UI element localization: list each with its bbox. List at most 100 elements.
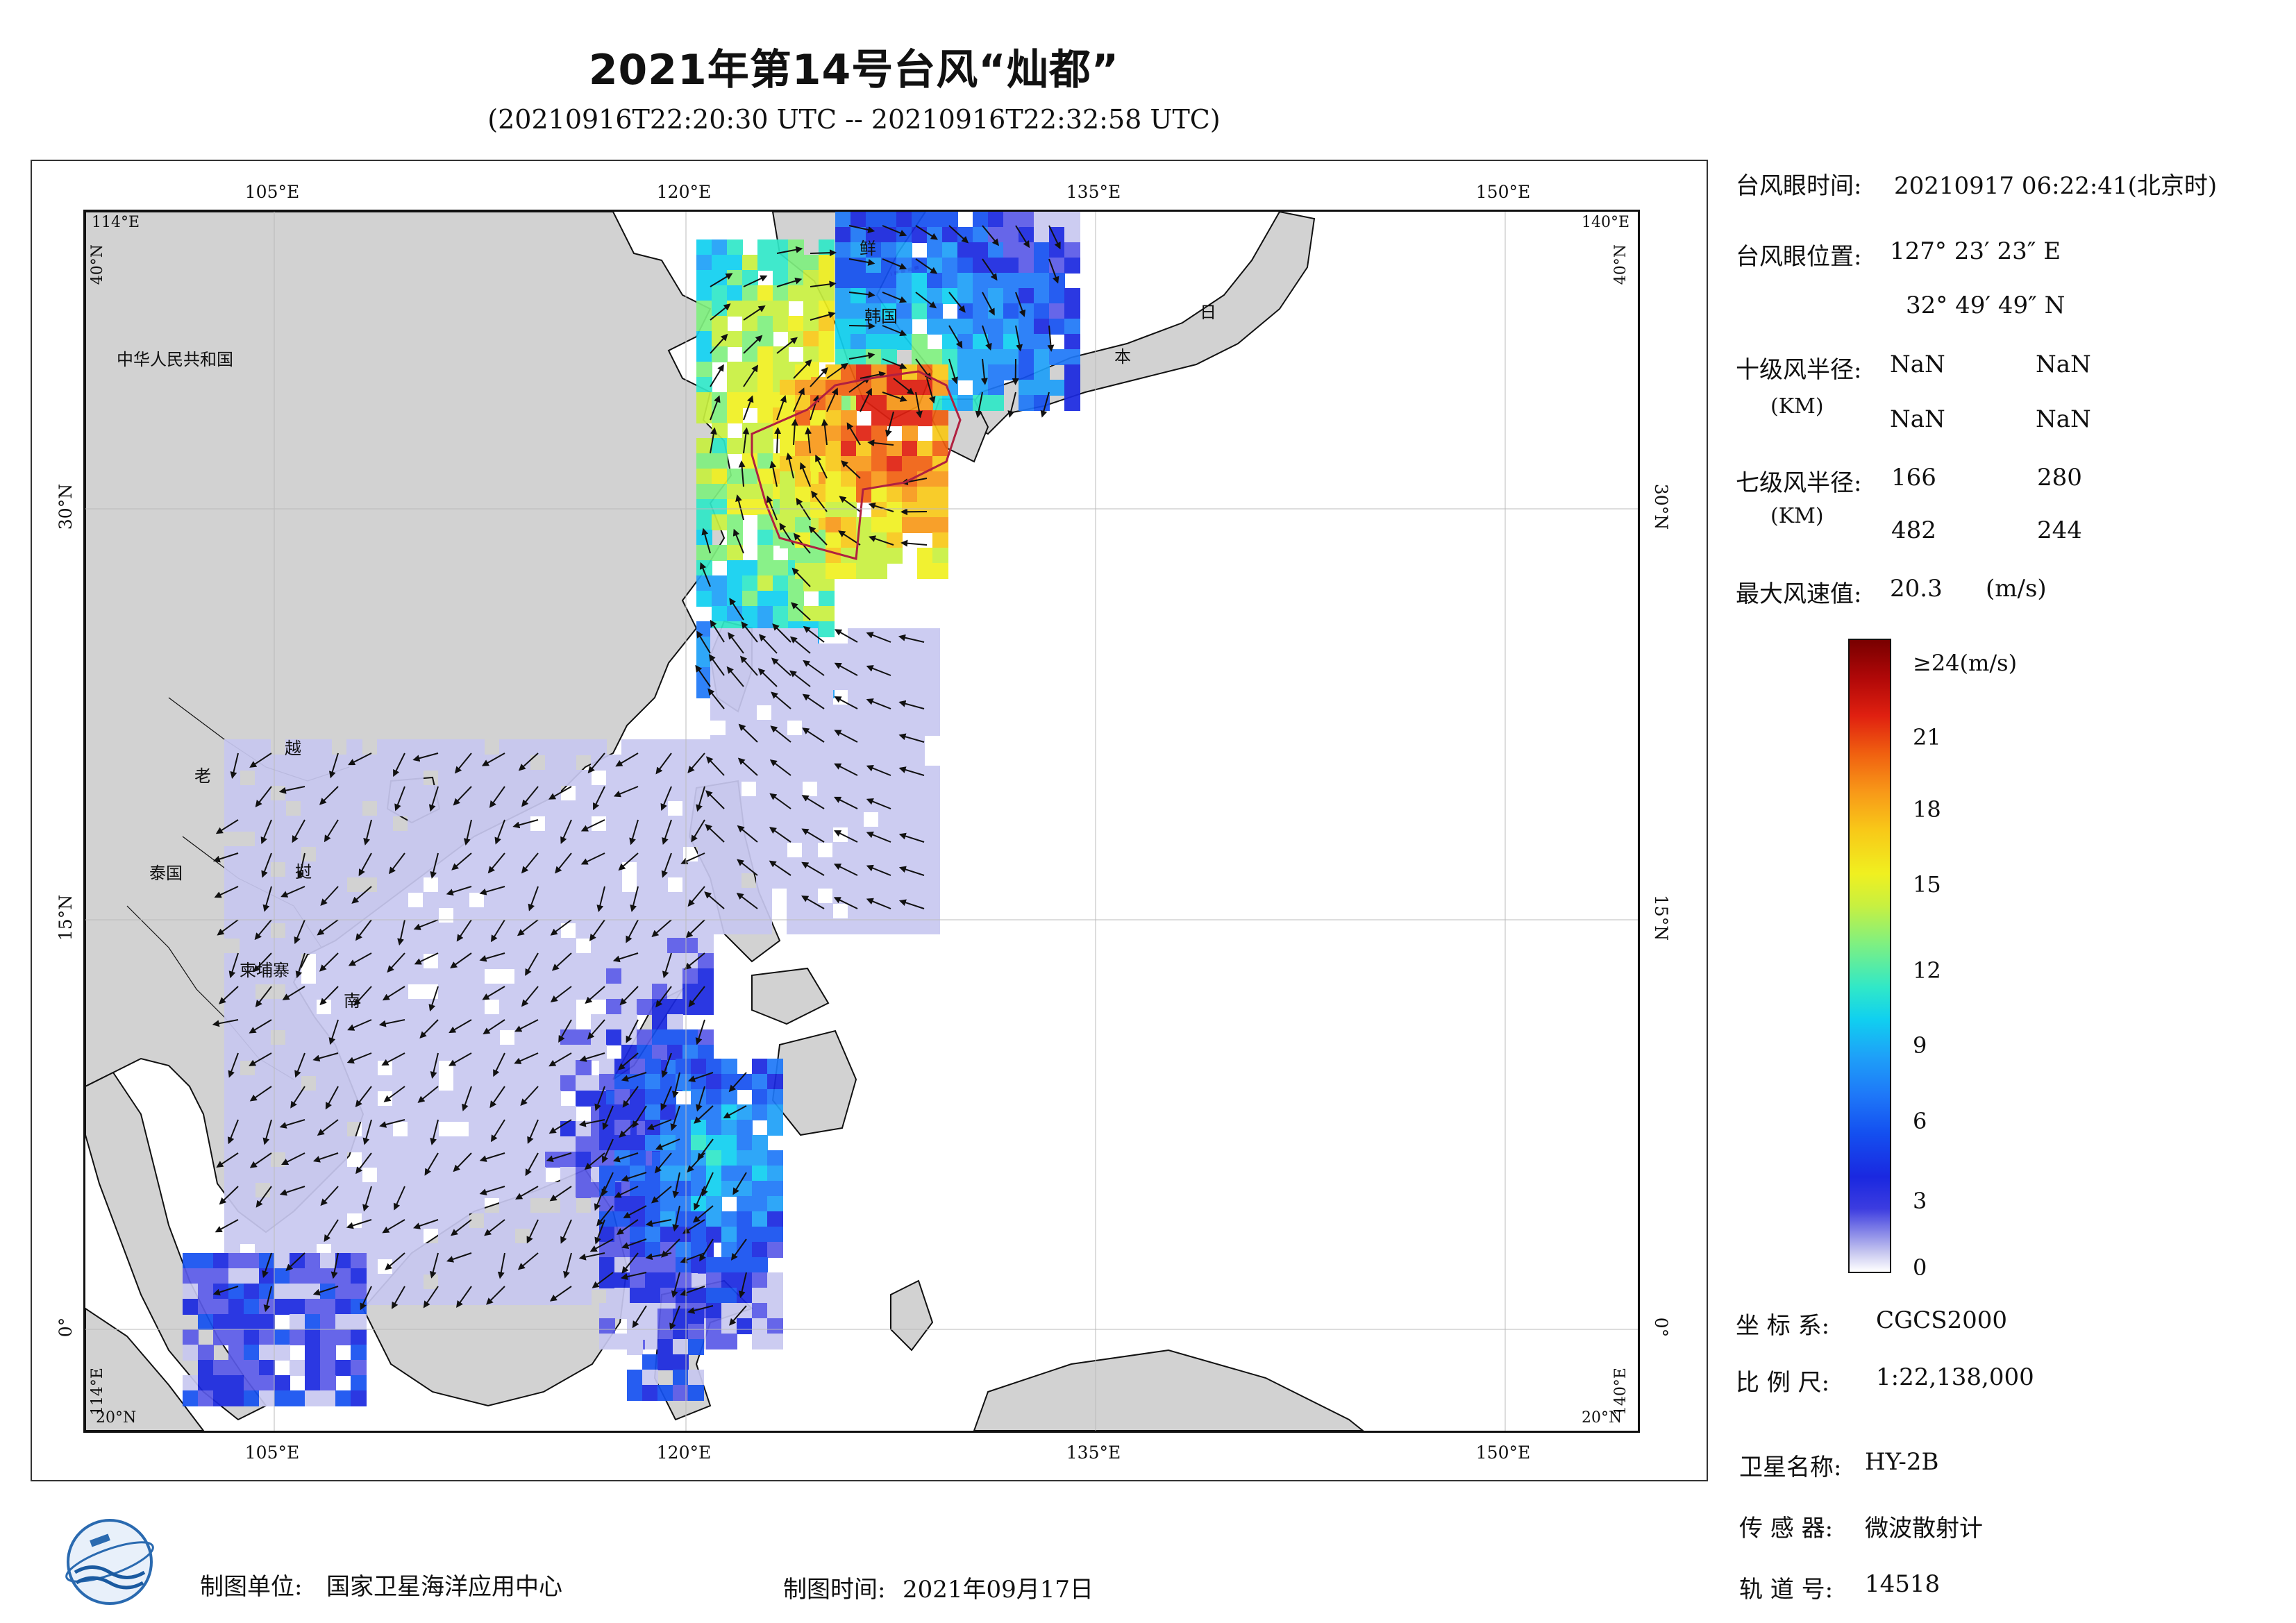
wind-cell [696,377,712,393]
wind-cell [878,659,894,675]
wind-cell [871,380,887,396]
wind-cell [957,349,973,365]
wind-cell [346,892,362,908]
wind-cell [841,426,857,442]
wind-cell [320,1329,336,1345]
wind-cell [667,831,683,847]
wind-cell [183,1329,199,1345]
wind-cell [453,846,469,862]
lon-tick-top: 105°E [244,182,300,202]
wind-cell [362,770,378,786]
wind-cell [924,781,940,797]
label-vietnam-1: 越 [285,739,301,758]
wind-cell [924,720,940,736]
wind-cell [817,674,833,690]
wind-cell [832,674,848,690]
label-japan-1: 日 [1200,303,1216,322]
wind-cell [817,857,833,873]
wind-cell [767,1318,783,1334]
wind-cell [438,923,454,939]
wind-cell [224,892,240,908]
wind-cell [856,548,872,564]
wind-cell [896,334,912,350]
wind-cell [850,227,866,243]
wind-cell [545,999,561,1015]
wind-cell [305,1329,321,1345]
wind-vector-arrow [451,852,472,871]
wind-cell [742,346,758,362]
wind-cell [484,846,500,862]
wind-cell [757,514,773,530]
wind-cell [917,548,933,564]
wind-cell [621,800,637,816]
wind-vectors [212,225,1061,1331]
wind-vector-arrow [771,657,791,676]
wind-cell [514,1289,530,1305]
wind-cell [741,628,757,644]
wind-cell [667,968,683,984]
wind-cell [924,888,940,904]
wind-cell [530,800,546,816]
wind-cell [909,750,925,766]
wind-cell [377,1289,393,1305]
wind-cell [320,1299,336,1315]
wind-cell [614,1211,630,1227]
wind-cell [335,1390,351,1406]
wind-cell [438,1136,454,1152]
wind-vector-arrow [249,1052,272,1066]
wind-cell [499,984,515,1000]
wind-cell [924,674,940,690]
wind-cell [469,1029,485,1045]
wind-cell [560,1182,576,1198]
wind-vector-arrow [833,864,858,876]
wind-cell [377,755,393,771]
wind-cell [810,456,826,472]
wind-cell [316,1228,332,1244]
wind-vector-arrow [521,852,539,874]
wind-cell [255,1060,271,1076]
wind-cell [637,770,653,786]
wind-vector-arrow [413,1219,439,1229]
wind-cell [301,831,317,847]
wind-cell [878,888,894,904]
wind-cell [802,735,818,751]
wind-cell [408,1289,424,1305]
wind-cell [351,1390,367,1406]
wind-cell [606,861,622,877]
wind-cell [645,1272,661,1288]
wind-vector-arrow [319,952,339,972]
wind-cell [290,1329,305,1345]
label-laos-1: 老 [194,766,211,786]
wind-cell [660,1196,676,1212]
wind-cell [841,487,857,503]
wind-cell [614,1166,630,1181]
wind-cell [757,285,773,301]
wind-cell [737,1303,753,1319]
wind-cell [560,1167,576,1183]
wind-cell [757,255,773,271]
wind-cell [1049,242,1065,258]
wind-cell [726,842,741,858]
wind-cell [530,1152,546,1168]
wind-cell [545,1228,561,1244]
wind-vector-arrow [446,1252,472,1263]
wind-cell [710,735,726,751]
wind-cell [682,816,698,832]
wind-vector-arrow [490,1119,505,1143]
wind-cell [988,380,1004,396]
wind-cell [408,785,424,801]
wind-vector-arrow [915,292,937,309]
wind-cell [514,1197,530,1213]
wind-cell [767,1166,783,1181]
wind-cell [721,1120,737,1136]
wind-cell [894,873,910,889]
wind-vector-arrow [882,258,907,270]
wind-cell [285,953,301,969]
wind-cell [757,392,773,408]
wind-cell [453,1136,469,1152]
wind-cell [499,1243,515,1259]
wind-cell [912,227,928,243]
wind-cell [826,563,841,579]
wind-vector-arrow [560,1219,572,1244]
wind-field-map[interactable] [83,210,1640,1433]
